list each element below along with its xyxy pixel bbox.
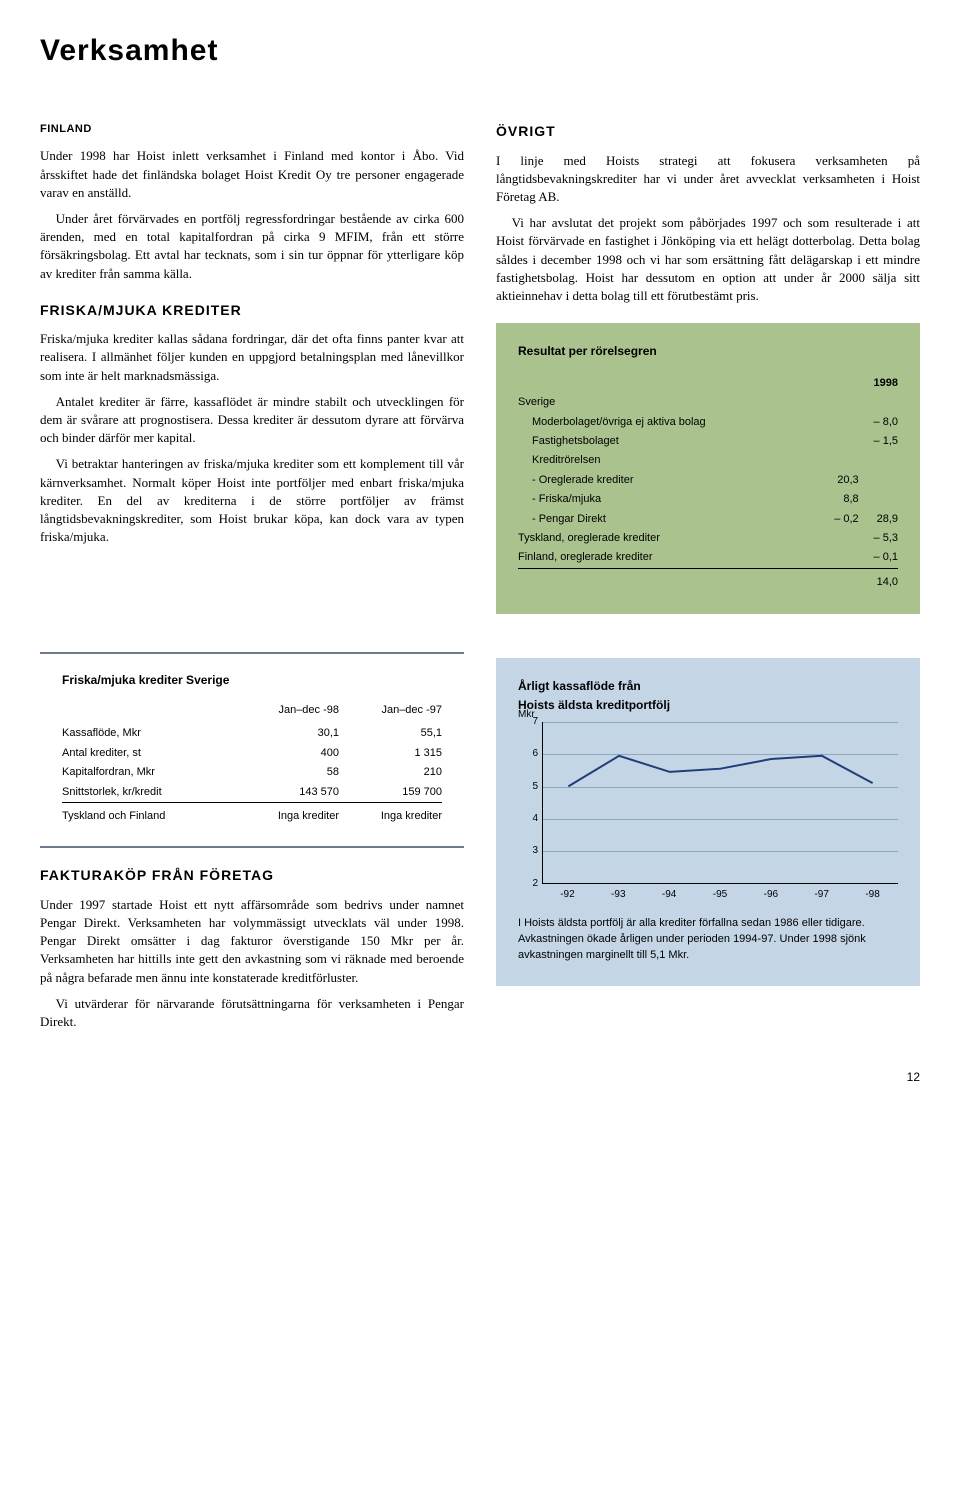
resultat-row-c2: – 1,5 bbox=[859, 432, 898, 451]
chart-title-2: Hoists äldsta kreditportfölj bbox=[518, 697, 898, 714]
chart-xtick: -92 bbox=[560, 888, 574, 902]
resultat-row-c2 bbox=[859, 393, 898, 412]
friska-row-c1: 143 570 bbox=[236, 783, 339, 803]
resultat-row-c2 bbox=[859, 490, 898, 509]
ovrigt-p2: Vi har avslutat det projekt som påbörjad… bbox=[496, 214, 920, 305]
chart-ytick: 7 bbox=[518, 715, 538, 729]
chart-title-1: Årligt kassaflöde från bbox=[518, 678, 898, 695]
resultat-total: 14,0 bbox=[859, 568, 898, 592]
resultat-row-label: Finland, oreglerade krediter bbox=[518, 548, 819, 568]
friska-foot-label: Tyskland och Finland bbox=[62, 802, 236, 826]
resultat-row-c1: 20,3 bbox=[819, 471, 858, 490]
resultat-row-c2: – 5,3 bbox=[859, 529, 898, 548]
resultat-row-label: - Pengar Direkt bbox=[518, 510, 819, 529]
chart-line bbox=[543, 722, 898, 883]
friska-row-c2: 55,1 bbox=[339, 724, 442, 743]
friska-col1: Jan–dec -98 bbox=[236, 703, 339, 724]
page-number: 12 bbox=[40, 1069, 920, 1086]
resultat-row-label: Tyskland, oreglerade krediter bbox=[518, 529, 819, 548]
chart-caption: I Hoists äldsta portfölj är alla kredite… bbox=[518, 916, 898, 964]
resultat-row-label: Sverige bbox=[518, 393, 819, 412]
chart-ytick: 5 bbox=[518, 780, 538, 794]
resultat-row-c1: 8,8 bbox=[819, 490, 858, 509]
chart-ytick: 4 bbox=[518, 812, 538, 826]
friska-p3: Vi betraktar hanteringen av friska/mjuka… bbox=[40, 455, 464, 546]
friska-row-label: Snittstorlek, kr/kredit bbox=[62, 783, 236, 803]
friska-row-label: Kassaflöde, Mkr bbox=[62, 724, 236, 743]
resultat-title: Resultat per rörelsegren bbox=[518, 343, 898, 360]
friska-row-c1: 400 bbox=[236, 744, 339, 763]
chart-xtick: -95 bbox=[713, 888, 727, 902]
resultat-row-c2 bbox=[859, 471, 898, 490]
friska-row-c2: 210 bbox=[339, 763, 442, 782]
resultat-row-label: Fastighetsbolaget bbox=[518, 432, 819, 451]
resultat-row-c1 bbox=[819, 548, 858, 568]
resultat-row-label: - Oreglerade krediter bbox=[518, 471, 819, 490]
friska-row-c2: 1 315 bbox=[339, 744, 442, 763]
friska-table: Jan–dec -98 Jan–dec -97 Kassaflöde, Mkr3… bbox=[62, 703, 442, 826]
chart-xtick: -96 bbox=[764, 888, 778, 902]
friska-p2: Antalet krediter är färre, kassaflödet ä… bbox=[40, 393, 464, 448]
chart-xtick: -93 bbox=[611, 888, 625, 902]
friska-row-label: Kapitalfordran, Mkr bbox=[62, 763, 236, 782]
faktura-p2: Vi utvärderar för närvarande förutsättni… bbox=[40, 995, 464, 1031]
resultat-row-c1 bbox=[819, 451, 858, 470]
friska-foot-c1: Inga krediter bbox=[236, 802, 339, 826]
friska-row-c2: 159 700 bbox=[339, 783, 442, 803]
chart-xtick: -94 bbox=[662, 888, 676, 902]
resultat-row-label: Kreditrörelsen bbox=[518, 451, 819, 470]
faktura-p1: Under 1997 startade Hoist ett nytt affär… bbox=[40, 896, 464, 987]
friska-row-c1: 58 bbox=[236, 763, 339, 782]
finland-heading: FINLAND bbox=[40, 122, 464, 137]
resultat-row-label: Moderbolaget/övriga ej aktiva bolag bbox=[518, 413, 819, 432]
friska-box-title: Friska/mjuka krediter Sverige bbox=[62, 672, 442, 689]
resultat-table: 1998 SverigeModerbolaget/övriga ej aktiv… bbox=[518, 374, 898, 592]
ovrigt-p1: I linje med Hoists strategi att fokusera… bbox=[496, 152, 920, 207]
page-title: Verksamhet bbox=[40, 30, 920, 72]
friska-p1: Friska/mjuka krediter kallas sådana ford… bbox=[40, 330, 464, 385]
faktura-heading: FAKTURAKÖP FRÅN FÖRETAG bbox=[40, 866, 464, 886]
chart-ytick: 3 bbox=[518, 844, 538, 858]
resultat-row-c1 bbox=[819, 393, 858, 412]
resultat-row-c2: – 8,0 bbox=[859, 413, 898, 432]
resultat-row-c2: 28,9 bbox=[859, 510, 898, 529]
ovrigt-heading: ÖVRIGT bbox=[496, 122, 920, 142]
chart-xtick: -98 bbox=[865, 888, 879, 902]
resultat-row-c1: – 0,2 bbox=[819, 510, 858, 529]
resultat-box: Resultat per rörelsegren 1998 SverigeMod… bbox=[496, 323, 920, 614]
chart-box: Årligt kassaflöde från Hoists äldsta kre… bbox=[496, 658, 920, 985]
friska-col2: Jan–dec -97 bbox=[339, 703, 442, 724]
finland-p1: Under 1998 har Hoist inlett verksamhet i… bbox=[40, 147, 464, 202]
resultat-row-c1 bbox=[819, 413, 858, 432]
resultat-row-c1 bbox=[819, 529, 858, 548]
friska-row-label: Antal krediter, st bbox=[62, 744, 236, 763]
resultat-row-c1 bbox=[819, 432, 858, 451]
chart-ytick: 6 bbox=[518, 747, 538, 761]
resultat-year: 1998 bbox=[859, 374, 898, 393]
chart-ytick: 2 bbox=[518, 877, 538, 891]
resultat-row-c2 bbox=[859, 451, 898, 470]
chart-xtick: -97 bbox=[814, 888, 828, 902]
resultat-row-c2: – 0,1 bbox=[859, 548, 898, 568]
friska-heading: FRISKA/MJUKA KREDITER bbox=[40, 301, 464, 321]
resultat-row-label: - Friska/mjuka bbox=[518, 490, 819, 509]
friska-foot-c2: Inga krediter bbox=[339, 802, 442, 826]
cashflow-chart: Mkr 234567 -92-93-94-95-96-97-98 bbox=[518, 722, 898, 902]
friska-row-c1: 30,1 bbox=[236, 724, 339, 743]
finland-p2: Under året förvärvades en portfölj regre… bbox=[40, 210, 464, 283]
friska-box: Friska/mjuka krediter Sverige Jan–dec -9… bbox=[40, 652, 464, 848]
